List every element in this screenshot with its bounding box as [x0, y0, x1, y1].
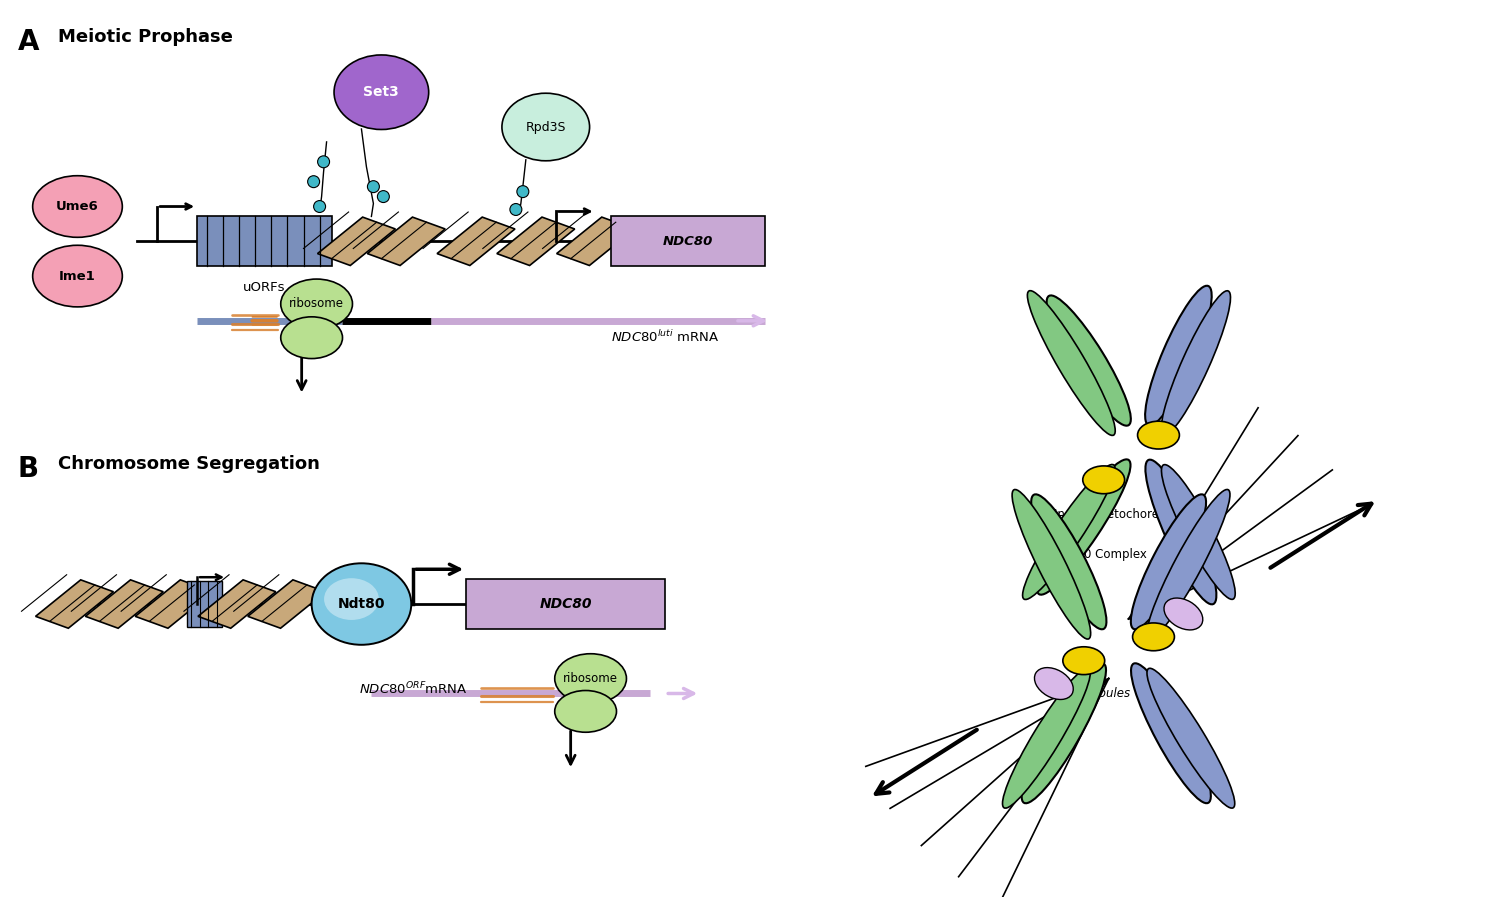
Ellipse shape [1146, 460, 1216, 604]
Text: Rpd3S: Rpd3S [525, 121, 566, 133]
Ellipse shape [1064, 647, 1104, 675]
Ellipse shape [1137, 421, 1179, 449]
Text: Ime1: Ime1 [58, 270, 96, 283]
Ellipse shape [1148, 490, 1230, 639]
Text: Chromosome Segregation: Chromosome Segregation [57, 455, 320, 473]
Ellipse shape [33, 246, 123, 307]
Ellipse shape [1161, 464, 1234, 599]
Polygon shape [496, 217, 574, 266]
Text: Meiotic Prophase: Meiotic Prophase [57, 28, 232, 46]
Text: NDC80: NDC80 [663, 235, 714, 248]
Polygon shape [556, 217, 634, 266]
Ellipse shape [312, 563, 411, 644]
Ellipse shape [1030, 494, 1107, 629]
Ellipse shape [555, 690, 616, 733]
Text: A: A [18, 28, 39, 56]
Text: $NDC80^{ORF}$mRNA: $NDC80^{ORF}$mRNA [360, 680, 468, 698]
Ellipse shape [1022, 663, 1106, 804]
FancyBboxPatch shape [188, 581, 222, 627]
FancyBboxPatch shape [466, 580, 666, 629]
Ellipse shape [1036, 459, 1131, 595]
Text: Ndc80 Complex: Ndc80 Complex [1054, 548, 1146, 561]
Ellipse shape [1131, 663, 1210, 803]
Circle shape [318, 156, 330, 167]
Text: NDC80: NDC80 [540, 597, 592, 611]
Ellipse shape [1047, 295, 1131, 426]
Polygon shape [86, 580, 164, 628]
Circle shape [308, 176, 320, 187]
Text: uORFs: uORFs [243, 281, 285, 294]
Text: $NDC80^{luti}$ mRNA: $NDC80^{luti}$ mRNA [610, 328, 718, 345]
Ellipse shape [280, 317, 342, 358]
Ellipse shape [503, 94, 590, 161]
Text: B: B [18, 455, 39, 483]
Ellipse shape [1083, 466, 1125, 494]
Ellipse shape [1013, 490, 1090, 639]
Text: Ume6: Ume6 [56, 200, 99, 213]
Ellipse shape [1144, 285, 1212, 426]
Ellipse shape [1028, 291, 1114, 436]
Ellipse shape [1148, 669, 1234, 808]
Text: microtubules: microtubules [1054, 687, 1131, 700]
Polygon shape [368, 217, 446, 266]
Text: Set3: Set3 [363, 86, 399, 99]
Text: ribosome: ribosome [290, 297, 344, 310]
Circle shape [510, 203, 522, 215]
Text: Ndt80: Ndt80 [338, 597, 386, 611]
Polygon shape [436, 217, 514, 266]
Circle shape [518, 185, 530, 198]
Ellipse shape [1164, 598, 1203, 630]
Polygon shape [248, 580, 326, 628]
Text: Inner Kinetochore: Inner Kinetochore [1054, 508, 1160, 521]
Ellipse shape [334, 55, 429, 130]
Ellipse shape [1132, 623, 1174, 651]
Polygon shape [198, 580, 276, 628]
Text: ribosome: ribosome [562, 672, 618, 685]
Polygon shape [318, 217, 396, 266]
FancyBboxPatch shape [610, 217, 765, 266]
Ellipse shape [555, 653, 627, 704]
Circle shape [314, 201, 326, 212]
Ellipse shape [1131, 494, 1206, 629]
Ellipse shape [280, 279, 352, 328]
Ellipse shape [1023, 464, 1114, 599]
Ellipse shape [33, 176, 123, 238]
Polygon shape [135, 580, 213, 628]
Circle shape [378, 191, 390, 202]
Circle shape [368, 181, 380, 193]
Ellipse shape [324, 578, 380, 620]
FancyBboxPatch shape [196, 217, 332, 266]
Polygon shape [36, 580, 114, 628]
Ellipse shape [1002, 669, 1090, 808]
Ellipse shape [1035, 668, 1074, 699]
Ellipse shape [1161, 291, 1230, 436]
